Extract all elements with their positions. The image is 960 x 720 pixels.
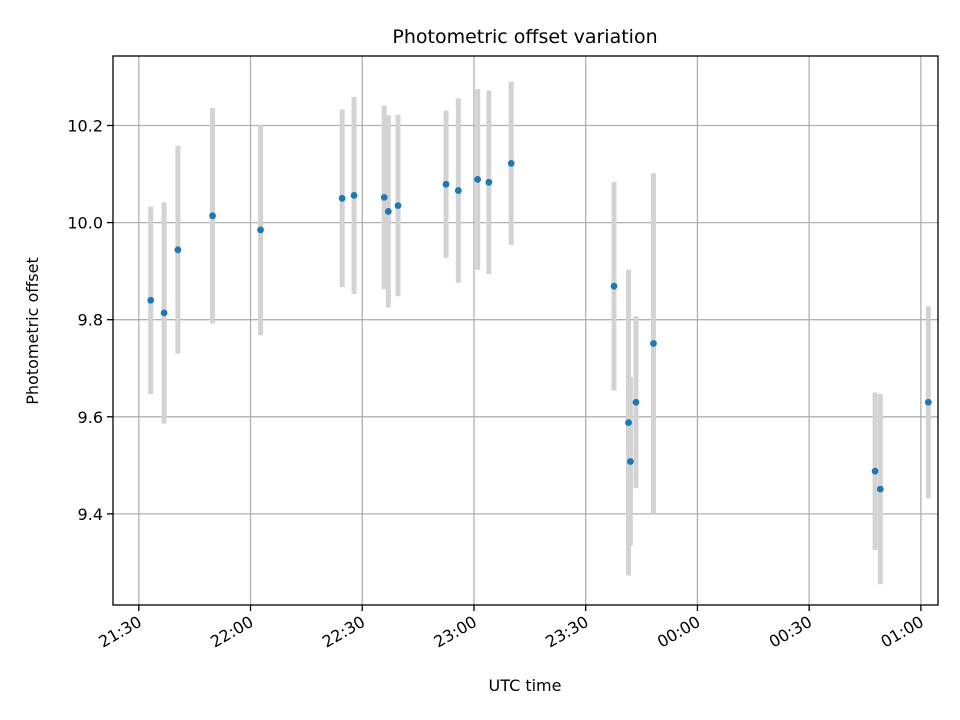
data-point <box>384 208 392 215</box>
data-point <box>174 246 182 254</box>
data-point <box>442 180 450 188</box>
y-tick-label: 9.6 <box>78 408 103 427</box>
data-point <box>632 398 640 406</box>
data-point <box>625 419 632 427</box>
error-bars <box>148 81 931 585</box>
data-point <box>626 458 634 465</box>
x-tick-label: 00:30 <box>766 612 815 652</box>
x-tick-label: 00:00 <box>654 612 703 652</box>
data-point <box>338 194 346 202</box>
data-point <box>160 309 168 317</box>
plot-frame <box>112 55 939 606</box>
data-point <box>350 192 358 199</box>
data-point <box>485 178 493 186</box>
y-tick-label: 9.8 <box>78 311 103 330</box>
data-point <box>147 296 155 304</box>
data-point <box>454 187 462 194</box>
data-point <box>924 398 932 406</box>
x-tick-label: 23:30 <box>542 612 591 652</box>
data-point <box>394 202 402 210</box>
gridlines <box>113 56 938 605</box>
data-point <box>650 340 657 347</box>
x-axis-ticks: 21:30 22:00 22:30 23:00 23:30 00:00 00:30 01:00 <box>95 605 927 652</box>
data-point <box>876 485 884 493</box>
data-point <box>257 226 264 234</box>
y-tick-label: 10.0 <box>67 214 103 233</box>
chart-title: Photometric offset variation <box>392 26 657 48</box>
x-tick-label: 23:00 <box>431 612 480 652</box>
data-point <box>507 159 515 167</box>
x-tick-label: 22:00 <box>207 612 256 652</box>
y-tick-label: 9.4 <box>78 505 103 524</box>
data-point <box>209 212 216 220</box>
y-axis-label: Photometric offset <box>23 257 42 405</box>
data-point <box>474 175 482 183</box>
y-tick-label: 10.2 <box>67 117 103 136</box>
data-points <box>147 159 932 493</box>
x-axis-label: UTC time <box>489 676 562 695</box>
data-point <box>610 282 618 290</box>
data-point <box>380 193 388 201</box>
x-tick-label: 21:30 <box>95 612 144 652</box>
y-axis-ticks: 9.4 9.6 9.8 10.0 10.2 <box>67 117 113 524</box>
data-point <box>871 467 879 475</box>
x-tick-label: 01:00 <box>877 612 926 652</box>
x-tick-label: 22:30 <box>319 612 368 652</box>
